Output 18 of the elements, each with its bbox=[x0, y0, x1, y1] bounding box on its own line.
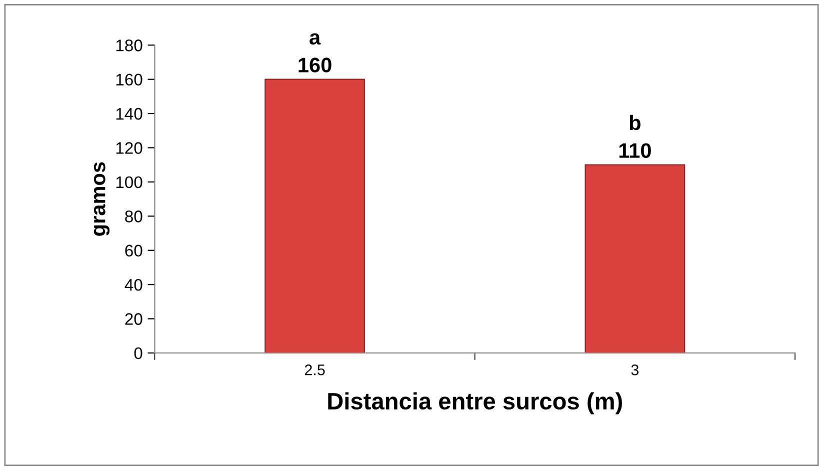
data-label: 160 bbox=[298, 58, 332, 72]
annotation: a bbox=[310, 33, 321, 45]
annotation: b bbox=[630, 114, 640, 130]
data-label: 110 bbox=[619, 143, 651, 158]
y-tick-label: 20 bbox=[125, 313, 142, 325]
y-tick-label: 40 bbox=[124, 278, 142, 291]
x-tick-label: 3 bbox=[631, 364, 639, 376]
y-tick-label: 80 bbox=[125, 210, 142, 222]
x-tick-label: 2.5 bbox=[304, 364, 325, 376]
y-tick-label: 160 bbox=[116, 74, 142, 86]
y-axis-title: gramos bbox=[94, 162, 110, 236]
y-tick-label: 120 bbox=[116, 142, 142, 154]
y-tick-label: 140 bbox=[116, 108, 142, 120]
y-tick-label: 100 bbox=[116, 176, 142, 188]
y-tick-label: 0 bbox=[134, 347, 142, 360]
y-tick-label: 60 bbox=[125, 244, 142, 257]
y-tick-label: 180 bbox=[116, 40, 142, 52]
x-axis-title: Distancia entre surcos (m) bbox=[328, 392, 622, 414]
